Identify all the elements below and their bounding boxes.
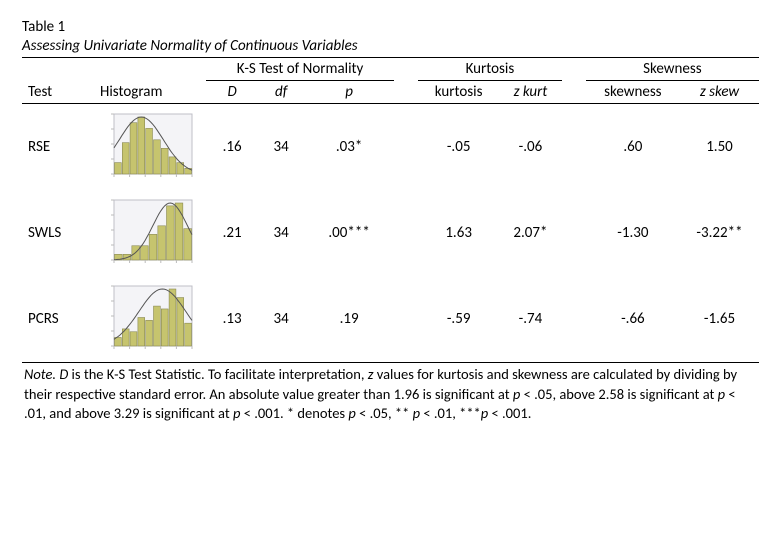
histogram-icon — [100, 280, 196, 358]
cell-skewness: .60 — [586, 104, 680, 191]
table-row: PCRS .1334.19 -.59-.74 -.66-1.65 — [22, 276, 759, 363]
cell-zskew: -1.65 — [680, 276, 759, 363]
cell-test: RSE — [22, 104, 94, 191]
cell-kurtosis: -.59 — [418, 276, 499, 363]
histogram-icon — [100, 194, 196, 272]
cell-kurtosis: -.05 — [418, 104, 499, 191]
cell-histogram — [94, 104, 206, 191]
cell-histogram — [94, 276, 206, 363]
cell-d: .16 — [206, 104, 258, 191]
col-histogram: Histogram — [94, 81, 206, 104]
cell-zskew: 1.50 — [680, 104, 759, 191]
cell-zkurt: 2.07* — [499, 190, 562, 276]
col-d: D — [206, 81, 258, 104]
col-df: df — [258, 81, 304, 104]
cell-zskew: -3.22** — [680, 190, 759, 276]
table-row: SWLS .2134.00*** 1.632.07* -1.30-3.22** — [22, 190, 759, 276]
cell-df: 34 — [258, 190, 304, 276]
cell-df: 34 — [258, 104, 304, 191]
cell-skewness: -.66 — [586, 276, 680, 363]
col-group-ks: K-S Test of Normality — [206, 58, 394, 81]
cell-d: .21 — [206, 190, 258, 276]
histogram-icon — [100, 108, 196, 186]
table-caption: Assessing Univariate Normality of Contin… — [22, 37, 759, 55]
table-number: Table 1 — [22, 18, 759, 36]
cell-df: 34 — [258, 276, 304, 363]
cell-kurtosis: 1.63 — [418, 190, 499, 276]
cell-p: .19 — [304, 276, 394, 363]
col-zskew: z skew — [680, 81, 759, 104]
cell-zkurt: -.74 — [499, 276, 562, 363]
cell-p: .00*** — [304, 190, 394, 276]
col-group-skewness: Skewness — [586, 58, 759, 81]
col-test: Test — [22, 81, 94, 104]
col-zkurt: z kurt — [499, 81, 562, 104]
cell-histogram — [94, 190, 206, 276]
cell-skewness: -1.30 — [586, 190, 680, 276]
normality-table: K-S Test of Normality Kurtosis Skewness … — [22, 57, 759, 363]
cell-zkurt: -.06 — [499, 104, 562, 191]
cell-p: .03* — [304, 104, 394, 191]
table-row: RSE .1634.03* -.05-.06 .601.50 — [22, 104, 759, 191]
table-note: Note. D is the K-S Test Statistic. To fa… — [22, 365, 759, 424]
col-group-kurtosis: Kurtosis — [418, 58, 562, 81]
col-skewness: skewness — [586, 81, 680, 104]
cell-test: SWLS — [22, 190, 94, 276]
col-p: p — [304, 81, 394, 104]
cell-d: .13 — [206, 276, 258, 363]
cell-test: PCRS — [22, 276, 94, 363]
col-kurtosis: kurtosis — [418, 81, 499, 104]
